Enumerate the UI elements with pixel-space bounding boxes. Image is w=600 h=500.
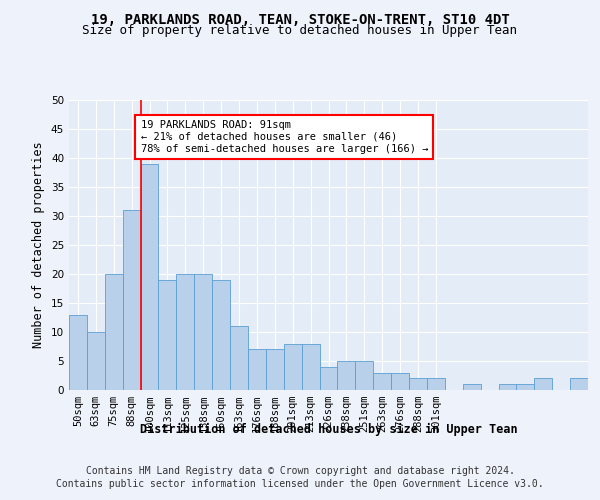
Bar	[427, 378, 445, 390]
Bar	[409, 378, 427, 390]
Bar	[158, 280, 176, 390]
Bar	[337, 361, 355, 390]
Bar	[570, 378, 588, 390]
Bar	[463, 384, 481, 390]
Bar	[266, 350, 284, 390]
Bar	[105, 274, 122, 390]
Bar	[87, 332, 105, 390]
Bar	[499, 384, 517, 390]
Bar	[230, 326, 248, 390]
Bar	[194, 274, 212, 390]
Bar	[140, 164, 158, 390]
Text: Distribution of detached houses by size in Upper Tean: Distribution of detached houses by size …	[140, 422, 518, 436]
Bar	[355, 361, 373, 390]
Y-axis label: Number of detached properties: Number of detached properties	[32, 142, 46, 348]
Bar	[517, 384, 535, 390]
Text: 19 PARKLANDS ROAD: 91sqm
← 21% of detached houses are smaller (46)
78% of semi-d: 19 PARKLANDS ROAD: 91sqm ← 21% of detach…	[140, 120, 428, 154]
Bar	[69, 314, 87, 390]
Text: Contains public sector information licensed under the Open Government Licence v3: Contains public sector information licen…	[56, 479, 544, 489]
Bar	[212, 280, 230, 390]
Bar	[391, 372, 409, 390]
Text: 19, PARKLANDS ROAD, TEAN, STOKE-ON-TRENT, ST10 4DT: 19, PARKLANDS ROAD, TEAN, STOKE-ON-TRENT…	[91, 12, 509, 26]
Bar	[122, 210, 140, 390]
Bar	[373, 372, 391, 390]
Bar	[320, 367, 337, 390]
Bar	[176, 274, 194, 390]
Text: Size of property relative to detached houses in Upper Tean: Size of property relative to detached ho…	[83, 24, 517, 37]
Bar	[535, 378, 552, 390]
Bar	[248, 350, 266, 390]
Bar	[284, 344, 302, 390]
Bar	[302, 344, 320, 390]
Text: Contains HM Land Registry data © Crown copyright and database right 2024.: Contains HM Land Registry data © Crown c…	[86, 466, 514, 476]
